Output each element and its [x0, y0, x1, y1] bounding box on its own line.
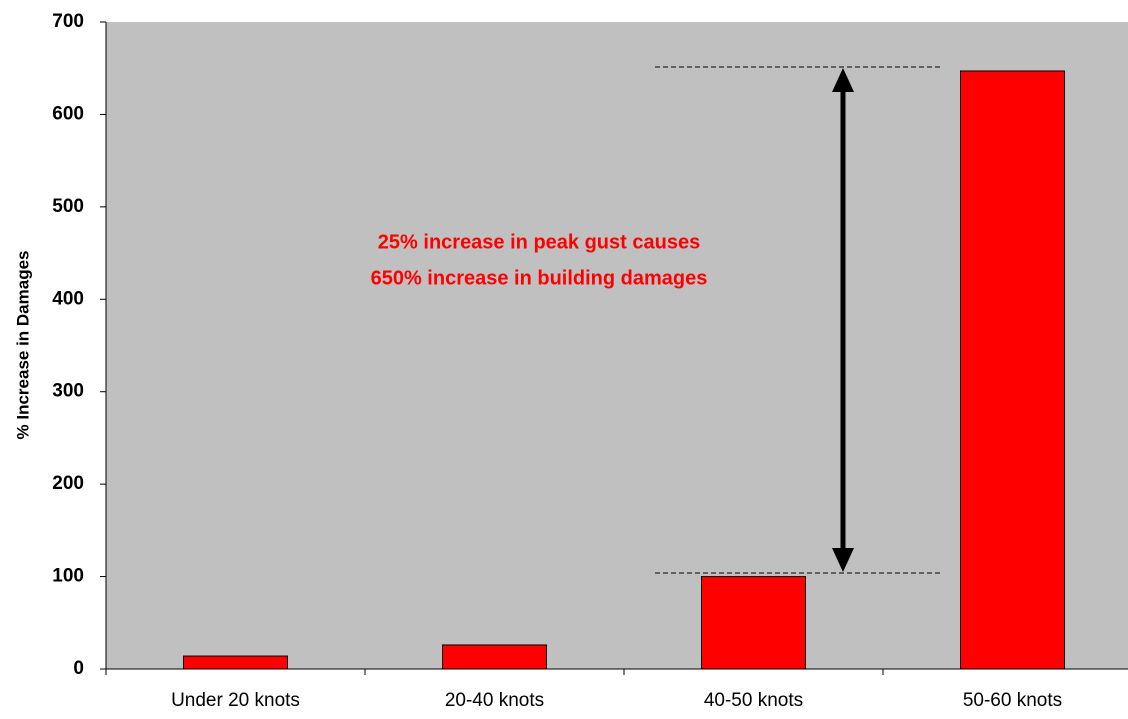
y-tick-label: 600 [52, 103, 84, 124]
annotation: 650% increase in building damages [371, 267, 708, 289]
y-tick-label: 0 [73, 658, 84, 679]
x-tick-label: 50-60 knots [963, 690, 1062, 711]
annotation: 25% increase in peak gust causes [378, 231, 700, 253]
bar [183, 655, 288, 670]
y-tick-label: 200 [52, 473, 84, 494]
y-tick-label: 500 [52, 196, 84, 217]
bar [960, 70, 1065, 670]
y-tick-label: 300 [52, 381, 84, 402]
plot-area [106, 22, 1128, 669]
y-axis-label: % Increase in Damages [13, 251, 32, 440]
y-tick-label: 400 [52, 288, 84, 309]
x-tick-label: Under 20 knots [171, 690, 300, 711]
y-tick-label: 100 [52, 566, 84, 587]
y-tick-label: 700 [52, 11, 84, 32]
x-tick-label: 20-40 knots [445, 690, 544, 711]
bar [701, 576, 806, 670]
annotation-arrow [655, 66, 940, 574]
bar [442, 644, 547, 670]
x-tick-label: 40-50 knots [704, 690, 803, 711]
